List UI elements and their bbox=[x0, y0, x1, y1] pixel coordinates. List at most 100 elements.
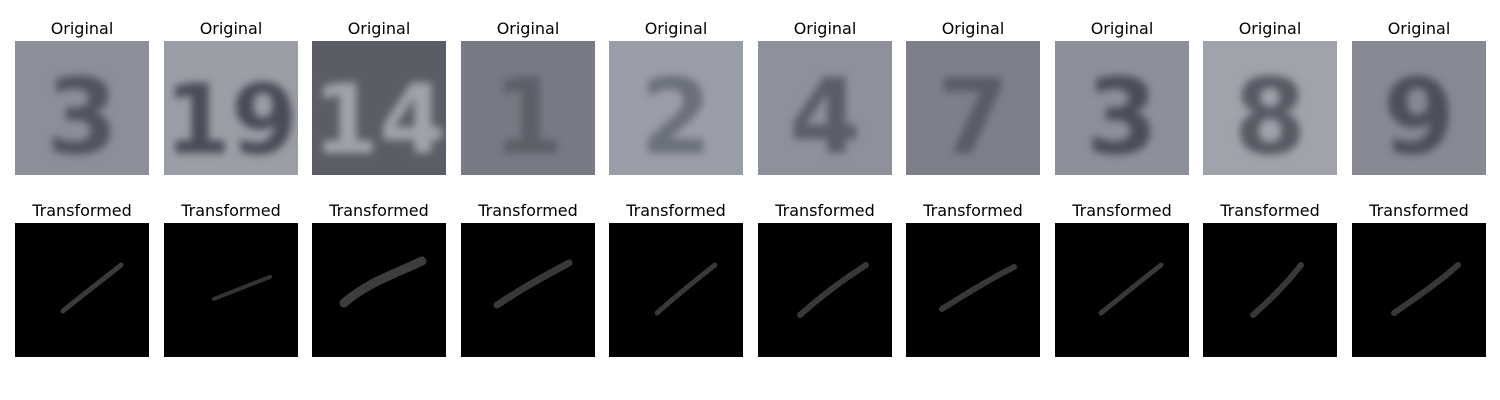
original-image-svg: 7 bbox=[906, 41, 1040, 175]
image-background bbox=[758, 223, 892, 357]
original-image: 14 bbox=[312, 41, 446, 175]
panel-title: Original bbox=[793, 19, 857, 38]
transformed-image-svg bbox=[461, 223, 595, 357]
transformed-panel: Transformed bbox=[758, 201, 892, 361]
image-background bbox=[1203, 41, 1337, 175]
stroke-mark bbox=[493, 259, 573, 309]
stroke-mark bbox=[212, 275, 272, 301]
image-background bbox=[312, 41, 446, 175]
original-panel: Original 19 bbox=[164, 19, 298, 179]
transformed-panel: Transformed bbox=[15, 201, 149, 361]
blurred-digit: 19 bbox=[164, 64, 298, 175]
original-image-svg: 8 bbox=[1203, 41, 1337, 175]
transformed-image-svg bbox=[164, 223, 298, 357]
transformed-panel: Transformed bbox=[1352, 201, 1486, 361]
transformed-image-svg bbox=[1352, 223, 1486, 357]
original-image: 7 bbox=[906, 41, 1040, 175]
transformed-image-svg bbox=[609, 223, 743, 357]
panel-title: Transformed bbox=[1220, 201, 1320, 220]
stroke-mark bbox=[1098, 262, 1164, 316]
panel-title: Transformed bbox=[181, 201, 281, 220]
transformed-image bbox=[312, 223, 446, 357]
blurred-digit: 4 bbox=[789, 56, 861, 175]
transformed-image-svg bbox=[312, 223, 446, 357]
original-image: 4 bbox=[758, 41, 892, 175]
panel-title: Transformed bbox=[1369, 201, 1469, 220]
stroke-mark bbox=[1391, 262, 1461, 316]
transformed-panel: Transformed bbox=[609, 201, 743, 361]
transformed-image-svg bbox=[15, 223, 149, 357]
transformed-panel: Transformed bbox=[1203, 201, 1337, 361]
image-background bbox=[461, 223, 595, 357]
transformed-panel: Transformed bbox=[1055, 201, 1189, 361]
image-background bbox=[609, 223, 743, 357]
panel-title: Original bbox=[1387, 19, 1451, 38]
transformed-panel: Transformed bbox=[164, 201, 298, 361]
blurred-digit: 14 bbox=[312, 64, 446, 175]
panel-title: Transformed bbox=[1072, 201, 1172, 220]
transformed-image bbox=[461, 223, 595, 357]
image-background bbox=[15, 223, 149, 357]
original-image: 19 bbox=[164, 41, 298, 175]
image-background bbox=[1055, 41, 1189, 175]
original-image-svg: 4 bbox=[758, 41, 892, 175]
original-image-svg: 9 bbox=[1352, 41, 1486, 175]
blurred-digit: 1 bbox=[492, 56, 564, 175]
transformed-image bbox=[164, 223, 298, 357]
stroke-mark bbox=[1250, 262, 1304, 318]
image-background bbox=[312, 223, 446, 357]
transformed-image bbox=[1055, 223, 1189, 357]
original-image-svg: 3 bbox=[15, 41, 149, 175]
original-panel: Original 2 bbox=[609, 19, 743, 179]
panel-title: Transformed bbox=[775, 201, 875, 220]
transformed-image-svg bbox=[906, 223, 1040, 357]
original-panel: Original 1 bbox=[461, 19, 595, 179]
transformed-image-svg bbox=[1203, 223, 1337, 357]
panel-title: Transformed bbox=[32, 201, 132, 220]
transformed-image-svg bbox=[1055, 223, 1189, 357]
image-background bbox=[164, 41, 298, 175]
original-image-svg: 3 bbox=[1055, 41, 1189, 175]
blurred-digit: 3 bbox=[46, 56, 118, 175]
panel-title: Original bbox=[496, 19, 560, 38]
panel-title: Original bbox=[347, 19, 411, 38]
panel-title: Transformed bbox=[626, 201, 726, 220]
original-panel: Original 8 bbox=[1203, 19, 1337, 179]
panel-title: Original bbox=[644, 19, 708, 38]
panel-title: Original bbox=[941, 19, 1005, 38]
transformed-image-svg bbox=[758, 223, 892, 357]
stroke-mark bbox=[654, 262, 718, 316]
image-background bbox=[1352, 223, 1486, 357]
original-panel: Original 7 bbox=[906, 19, 1040, 179]
image-background bbox=[461, 41, 595, 175]
stroke-mark bbox=[339, 256, 427, 308]
original-image: 2 bbox=[609, 41, 743, 175]
panel-title: Original bbox=[1090, 19, 1154, 38]
stroke-mark bbox=[797, 262, 869, 318]
panel-title: Original bbox=[1238, 19, 1302, 38]
transformed-image bbox=[609, 223, 743, 357]
panel-title: Original bbox=[50, 19, 114, 38]
original-image: 3 bbox=[15, 41, 149, 175]
blurred-digit: 9 bbox=[1383, 56, 1455, 175]
transformed-panel: Transformed bbox=[906, 201, 1040, 361]
original-image: 9 bbox=[1352, 41, 1486, 175]
transformed-image bbox=[1352, 223, 1486, 357]
transformed-panel: Transformed bbox=[461, 201, 595, 361]
blurred-digit: 3 bbox=[1086, 56, 1158, 175]
image-background bbox=[1055, 223, 1189, 357]
panel-title: Transformed bbox=[329, 201, 429, 220]
original-image-svg: 14 bbox=[312, 41, 446, 175]
panel-title: Transformed bbox=[478, 201, 578, 220]
transformed-image bbox=[15, 223, 149, 357]
transformed-image bbox=[758, 223, 892, 357]
stroke-mark bbox=[60, 262, 124, 314]
original-panel: Original 4 bbox=[758, 19, 892, 179]
original-panel: Original 9 bbox=[1352, 19, 1486, 179]
panel-title: Transformed bbox=[923, 201, 1023, 220]
blurred-digit: 2 bbox=[640, 56, 712, 175]
original-image-svg: 1 bbox=[461, 41, 595, 175]
original-image-svg: 19 bbox=[164, 41, 298, 175]
image-background bbox=[164, 223, 298, 357]
original-panel: Original 3 bbox=[15, 19, 149, 179]
